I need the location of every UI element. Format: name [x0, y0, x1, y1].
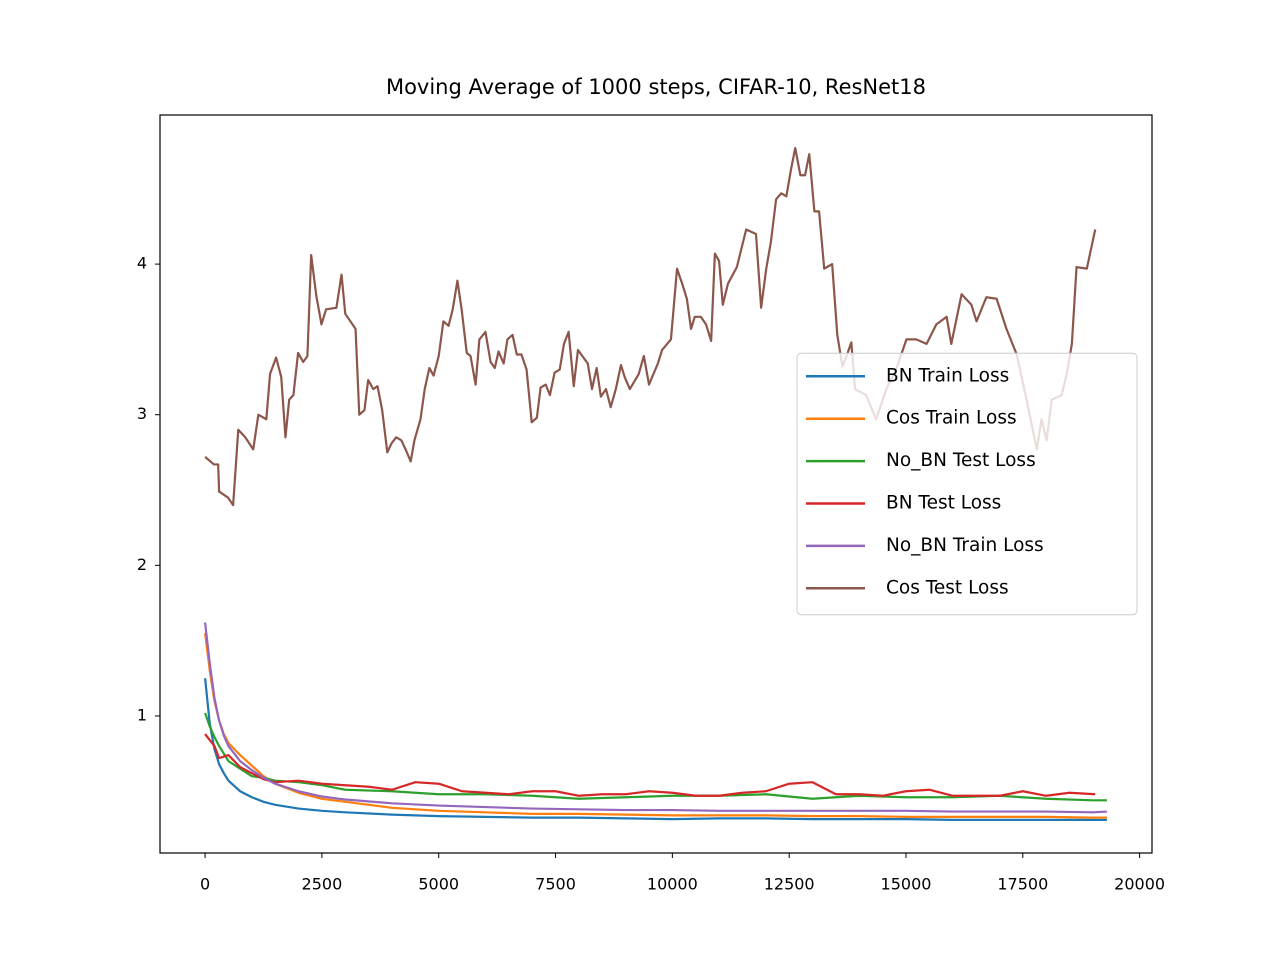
x-tick-label: 0 — [200, 875, 210, 894]
legend-label: BN Train Loss — [886, 365, 1009, 386]
x-tick-label: 17500 — [997, 875, 1048, 894]
x-tick-label: 10000 — [647, 875, 698, 894]
legend-label: Cos Train Loss — [886, 408, 1017, 429]
legend-box — [796, 352, 1138, 616]
plot-frame — [159, 114, 1153, 854]
y-tick-label: 4 — [137, 254, 147, 273]
y-tick-label: 3 — [137, 404, 147, 423]
series-line — [204, 733, 1096, 797]
y-tick-label: 2 — [137, 555, 147, 574]
x-tick-label: 12500 — [764, 875, 815, 894]
y-tick-label: 1 — [137, 705, 147, 724]
x-tick-label: 15000 — [881, 875, 932, 894]
legend-label: BN Test Loss — [886, 493, 1001, 514]
legend-label: No_BN Train Loss — [886, 535, 1044, 556]
legend-label: No_BN Test Loss — [886, 450, 1036, 471]
x-tick-label: 7500 — [535, 875, 576, 894]
x-tick-label: 20000 — [1114, 875, 1165, 894]
series-line — [204, 712, 1107, 802]
series-line — [203, 632, 1107, 819]
x-tick-label: 2500 — [302, 875, 343, 894]
series-line — [203, 678, 1107, 821]
chart-title: Moving Average of 1000 steps, CIFAR-10, … — [386, 75, 926, 99]
x-tick-label: 5000 — [418, 875, 459, 894]
legend-label: Cos Test Loss — [886, 577, 1009, 598]
series-line — [203, 622, 1107, 814]
